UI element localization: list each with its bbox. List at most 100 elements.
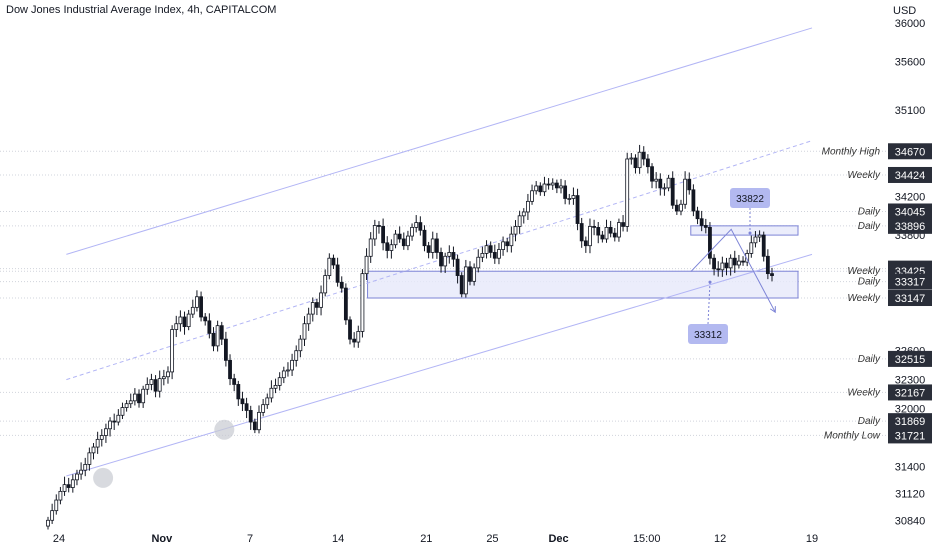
candle-up <box>662 187 667 190</box>
candle-up <box>306 313 311 325</box>
candle-down <box>650 166 654 182</box>
price-tag-label: 34045 <box>895 206 926 218</box>
candle-up <box>161 376 166 380</box>
candle-down <box>397 233 402 240</box>
candle-up <box>480 253 485 258</box>
candle-up <box>720 262 725 271</box>
candle-up <box>637 151 642 169</box>
candle-up <box>393 233 398 246</box>
candle-up <box>728 257 733 269</box>
candle-down <box>199 296 203 318</box>
candle-down <box>451 252 456 260</box>
candle-down <box>244 403 249 411</box>
candle-down <box>492 252 497 259</box>
price-tag-label: 32167 <box>895 387 926 399</box>
candle-up <box>683 178 688 205</box>
candle-down <box>335 264 340 283</box>
level-label: Monthly Low <box>824 430 881 441</box>
candle-up <box>389 244 394 251</box>
candle-down <box>459 275 464 295</box>
candle-down <box>724 262 729 269</box>
candle-up <box>414 222 419 228</box>
candle-up <box>91 446 96 454</box>
candle-down <box>377 225 381 227</box>
callout-label: 33312 <box>694 330 722 341</box>
level-label: Daily <box>858 354 881 365</box>
candle-up <box>501 241 505 250</box>
pivot-circle <box>214 419 235 440</box>
price-tag-label: 34670 <box>895 146 926 158</box>
candle-up <box>190 306 195 315</box>
candle-up <box>526 200 530 213</box>
candle-up <box>364 255 369 275</box>
candle-down <box>203 316 208 322</box>
candle-up <box>571 195 576 199</box>
candle-down <box>228 359 232 380</box>
candle-down <box>546 183 551 186</box>
candle-up <box>257 411 261 431</box>
price-tag-label: 32515 <box>895 354 926 366</box>
candle-down <box>331 257 336 266</box>
candle-up <box>79 469 83 475</box>
candle-down <box>674 204 679 212</box>
candle-up <box>542 183 547 193</box>
candle-down <box>761 234 766 257</box>
candle-down <box>741 260 745 263</box>
candle-down <box>583 240 588 247</box>
candle-up <box>70 479 75 488</box>
candle-up <box>497 249 501 259</box>
chart-title: Dow Jones Industrial Average Index, 4h, … <box>6 4 277 16</box>
candle-down <box>348 319 352 340</box>
candle-up <box>62 484 67 492</box>
x-tick-label: 12 <box>714 533 726 545</box>
candle-up <box>273 385 278 389</box>
candle-up <box>559 185 563 189</box>
y-tick-label: 32000 <box>895 404 926 416</box>
candle-down <box>352 338 357 343</box>
callout-label: 33822 <box>736 194 764 205</box>
candle-up <box>128 400 133 405</box>
candle-down <box>621 222 625 227</box>
candle-down <box>418 222 423 231</box>
horizontal-levels: Monthly HighWeeklyDailyDailyWeeklyDailyW… <box>0 146 888 441</box>
candle-up <box>749 242 754 254</box>
candle-up <box>261 404 266 413</box>
price-tag-label: 31869 <box>895 416 926 428</box>
x-tick-label: 7 <box>247 533 253 545</box>
candle-down <box>232 378 237 385</box>
level-label: Weekly <box>847 266 881 277</box>
candle-up <box>215 325 220 347</box>
candle-up <box>472 267 477 282</box>
y-tick-label: 35100 <box>895 105 926 117</box>
candle-down <box>596 226 601 236</box>
candle-up <box>679 203 683 212</box>
candle-down <box>633 157 638 169</box>
candle-up <box>534 185 539 192</box>
channel-upper-line <box>66 27 813 255</box>
candle-down <box>575 195 580 224</box>
candle-up <box>753 236 758 244</box>
candle-down <box>385 242 390 251</box>
candle-up <box>174 323 179 330</box>
candle-down <box>252 421 257 431</box>
candle-down <box>612 232 617 238</box>
y-tick-label: 31120 <box>895 488 925 500</box>
candle-down <box>468 266 472 282</box>
candle-down <box>645 158 650 168</box>
candle-down <box>240 398 245 405</box>
candle-down <box>219 325 224 340</box>
candle-up <box>157 378 162 392</box>
candle-up <box>108 420 112 430</box>
candle-up <box>170 329 175 373</box>
candle-down <box>695 210 700 220</box>
x-tick-label: 15:00 <box>633 533 661 545</box>
x-tick-label: Dec <box>548 533 568 545</box>
candle-down <box>422 229 427 247</box>
price-tag <box>888 273 932 290</box>
currency-label: USD <box>893 5 916 17</box>
pivot-circle <box>93 467 114 488</box>
candle-down <box>608 226 613 234</box>
y-tick-label: 32300 <box>895 375 926 387</box>
price-tag-label: 33317 <box>895 277 926 289</box>
